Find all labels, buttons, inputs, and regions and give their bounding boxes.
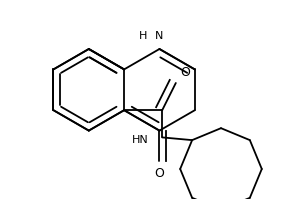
- Text: O: O: [154, 167, 164, 180]
- Text: O: O: [180, 66, 190, 79]
- Text: H: H: [139, 31, 147, 41]
- Text: HN: HN: [132, 135, 148, 145]
- Text: N: N: [155, 31, 164, 41]
